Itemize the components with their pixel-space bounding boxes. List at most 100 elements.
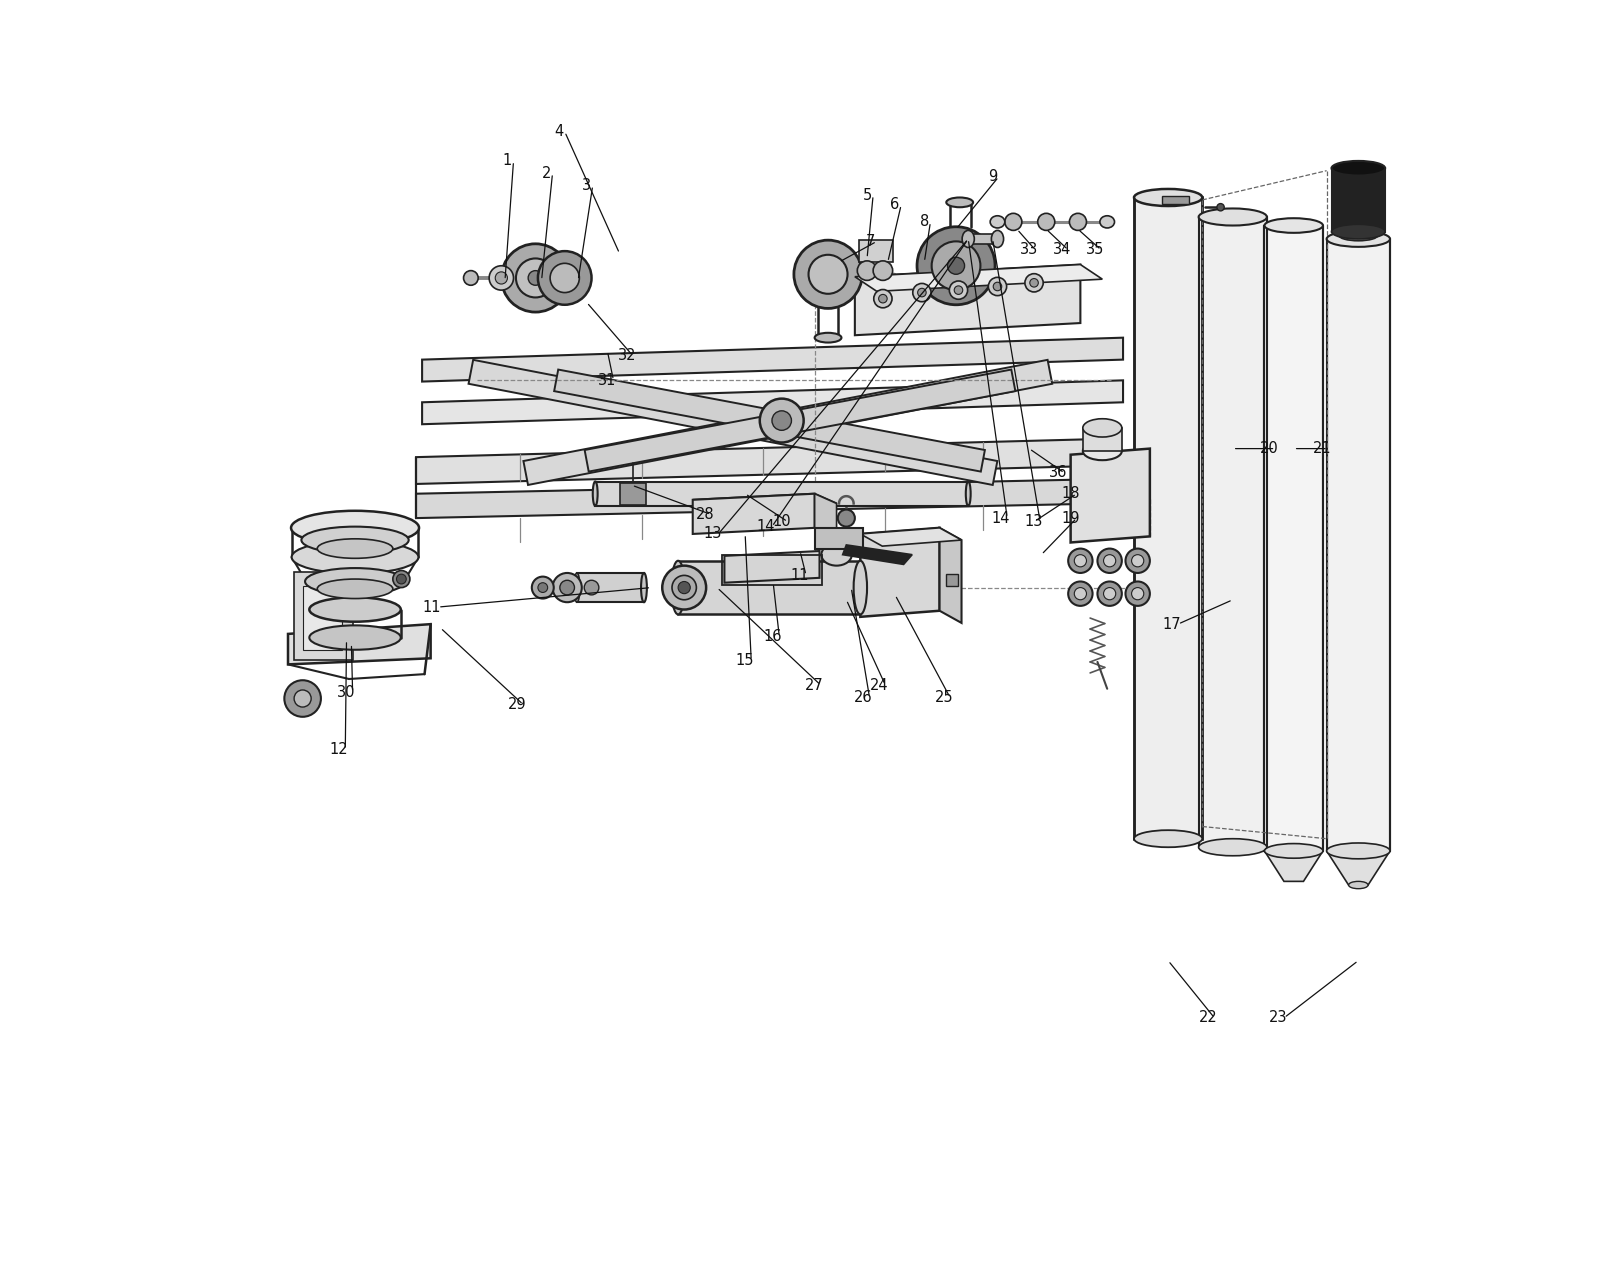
Circle shape bbox=[552, 573, 582, 602]
Text: 12: 12 bbox=[330, 742, 349, 758]
Circle shape bbox=[490, 266, 514, 291]
Circle shape bbox=[1074, 554, 1086, 567]
Circle shape bbox=[1131, 588, 1144, 600]
Ellipse shape bbox=[962, 230, 974, 247]
Polygon shape bbox=[554, 370, 986, 471]
Circle shape bbox=[1069, 214, 1086, 230]
Text: 6: 6 bbox=[891, 197, 899, 212]
Ellipse shape bbox=[1198, 838, 1267, 856]
Text: 11: 11 bbox=[790, 568, 810, 582]
Circle shape bbox=[954, 285, 963, 294]
Circle shape bbox=[496, 271, 507, 284]
Ellipse shape bbox=[1326, 230, 1390, 247]
Circle shape bbox=[874, 289, 893, 307]
Ellipse shape bbox=[309, 626, 400, 650]
Bar bbox=[619, 483, 646, 504]
Circle shape bbox=[808, 255, 848, 294]
Ellipse shape bbox=[966, 481, 971, 506]
Polygon shape bbox=[814, 527, 864, 549]
Ellipse shape bbox=[1264, 844, 1323, 858]
Text: 20: 20 bbox=[1259, 442, 1278, 456]
Circle shape bbox=[1125, 549, 1150, 573]
Circle shape bbox=[1074, 588, 1086, 600]
Ellipse shape bbox=[814, 333, 842, 343]
Text: 29: 29 bbox=[507, 698, 526, 712]
Text: 18: 18 bbox=[1061, 486, 1080, 502]
Circle shape bbox=[1069, 581, 1093, 605]
Polygon shape bbox=[693, 494, 837, 509]
Polygon shape bbox=[854, 265, 1102, 292]
Circle shape bbox=[949, 282, 968, 300]
Circle shape bbox=[584, 580, 598, 595]
Circle shape bbox=[1131, 554, 1144, 567]
Ellipse shape bbox=[1331, 161, 1386, 175]
Text: 23: 23 bbox=[1269, 1010, 1286, 1025]
Circle shape bbox=[989, 278, 1006, 296]
Polygon shape bbox=[678, 561, 861, 614]
Text: 31: 31 bbox=[598, 372, 616, 388]
Circle shape bbox=[531, 576, 554, 599]
Ellipse shape bbox=[992, 230, 1003, 247]
Text: 9: 9 bbox=[987, 169, 997, 184]
Text: 14: 14 bbox=[757, 520, 774, 534]
Polygon shape bbox=[693, 494, 814, 534]
Bar bbox=[859, 241, 893, 262]
Polygon shape bbox=[595, 481, 968, 506]
Circle shape bbox=[1104, 588, 1115, 600]
Ellipse shape bbox=[464, 270, 478, 285]
Ellipse shape bbox=[1198, 209, 1267, 225]
Ellipse shape bbox=[291, 511, 419, 545]
Circle shape bbox=[501, 243, 570, 312]
Circle shape bbox=[912, 283, 931, 302]
Polygon shape bbox=[416, 439, 1104, 484]
Circle shape bbox=[550, 264, 579, 293]
Ellipse shape bbox=[1331, 224, 1386, 239]
Circle shape bbox=[918, 288, 926, 297]
Circle shape bbox=[285, 680, 322, 717]
Text: 26: 26 bbox=[854, 690, 872, 705]
Polygon shape bbox=[1264, 851, 1323, 882]
Text: 28: 28 bbox=[696, 507, 714, 522]
Text: 33: 33 bbox=[1021, 242, 1038, 257]
Circle shape bbox=[538, 251, 592, 305]
Circle shape bbox=[917, 227, 995, 305]
Circle shape bbox=[394, 571, 410, 588]
Ellipse shape bbox=[854, 561, 867, 614]
Ellipse shape bbox=[291, 540, 419, 573]
Circle shape bbox=[1098, 549, 1122, 573]
Ellipse shape bbox=[642, 573, 646, 602]
Circle shape bbox=[1125, 581, 1150, 605]
Ellipse shape bbox=[592, 481, 598, 506]
Bar bbox=[302, 586, 342, 650]
Circle shape bbox=[1038, 214, 1054, 230]
Text: 5: 5 bbox=[862, 188, 872, 202]
Circle shape bbox=[878, 294, 886, 303]
Text: 3: 3 bbox=[582, 178, 592, 193]
Text: 13: 13 bbox=[702, 526, 722, 541]
Ellipse shape bbox=[821, 544, 851, 566]
Text: 8: 8 bbox=[920, 214, 930, 229]
Text: 27: 27 bbox=[805, 677, 824, 692]
Circle shape bbox=[294, 690, 310, 707]
Text: 34: 34 bbox=[1053, 242, 1072, 257]
Polygon shape bbox=[288, 625, 430, 664]
Circle shape bbox=[794, 241, 862, 308]
Polygon shape bbox=[939, 527, 962, 623]
Ellipse shape bbox=[301, 526, 408, 553]
Polygon shape bbox=[416, 479, 1104, 518]
Text: 11: 11 bbox=[422, 599, 442, 614]
Polygon shape bbox=[725, 550, 819, 582]
Polygon shape bbox=[861, 527, 962, 547]
Text: 32: 32 bbox=[618, 348, 637, 364]
Circle shape bbox=[1098, 581, 1122, 605]
Polygon shape bbox=[578, 573, 643, 602]
Ellipse shape bbox=[306, 568, 405, 595]
Bar bbox=[336, 581, 373, 618]
Polygon shape bbox=[1326, 851, 1390, 884]
Text: 17: 17 bbox=[1163, 617, 1181, 631]
Text: 7: 7 bbox=[866, 234, 875, 248]
Circle shape bbox=[1030, 279, 1038, 287]
Circle shape bbox=[397, 575, 406, 584]
Ellipse shape bbox=[1349, 882, 1368, 888]
Circle shape bbox=[838, 509, 854, 526]
